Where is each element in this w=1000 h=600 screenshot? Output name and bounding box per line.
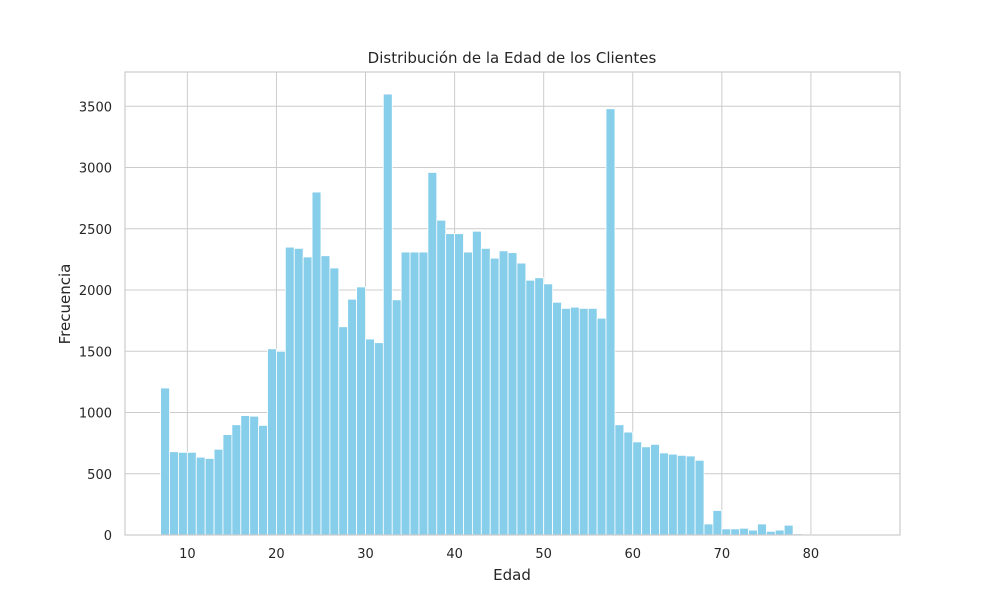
histogram-bar — [739, 527, 749, 536]
histogram-bar — [240, 415, 251, 536]
histogram-bar — [365, 338, 375, 536]
histogram-bar — [712, 510, 723, 536]
y-tick-label: 1000 — [79, 407, 112, 422]
histogram-bar — [774, 529, 785, 536]
histogram-bar — [311, 191, 322, 536]
histogram-bar — [578, 307, 589, 536]
histogram-bar — [721, 528, 732, 536]
histogram-bar — [445, 233, 455, 536]
histogram-bar — [561, 307, 571, 536]
histogram-bar — [516, 262, 527, 536]
histogram-bar — [374, 342, 384, 536]
histogram-bar — [213, 448, 224, 536]
histogram-bar — [454, 233, 464, 536]
x-tick-label: 40 — [446, 547, 463, 562]
histogram-bar — [463, 251, 473, 536]
histogram-bar — [685, 455, 696, 536]
y-tick-label: 3500 — [79, 100, 112, 115]
histogram-bar — [284, 246, 295, 536]
y-tick-label: 2000 — [79, 284, 112, 299]
x-tick-label: 20 — [268, 547, 285, 562]
histogram-bar — [587, 307, 598, 536]
chart-title: Distribución de la Edad de los Clientes — [368, 49, 657, 67]
ticks-layer: 10 20 30 40 50 60 70 80 0 500 1000 1500 2000 2500 3000… — [79, 100, 819, 562]
y-tick-label: 2500 — [79, 223, 112, 238]
histogram-bar — [436, 219, 447, 536]
histogram-bar — [480, 247, 491, 536]
histogram-bar — [267, 348, 277, 536]
histogram-bar — [676, 454, 687, 536]
histogram-bar — [667, 453, 678, 536]
histogram-bar — [507, 252, 518, 536]
histogram-bar — [382, 93, 393, 536]
y-tick-label: 500 — [87, 468, 112, 483]
x-tick-label: 70 — [714, 547, 731, 562]
histogram-bar — [605, 108, 616, 536]
histogram-bar — [543, 283, 553, 536]
histogram-bar — [632, 441, 643, 536]
histogram-bar — [489, 257, 500, 536]
histogram-bar — [186, 451, 197, 536]
histogram-bar — [391, 299, 402, 536]
histogram-bar — [409, 251, 420, 536]
y-tick-label: 0 — [104, 529, 112, 544]
y-axis-title: Frecuencia — [56, 264, 74, 345]
histogram-bar — [427, 172, 438, 536]
histogram-bar — [525, 279, 536, 536]
x-tick-label: 30 — [357, 547, 374, 562]
histogram-bar — [400, 251, 411, 536]
histogram-bar — [178, 451, 188, 536]
x-axis-title: Edad — [493, 566, 531, 584]
histogram-bar — [641, 446, 651, 536]
histogram-bar — [614, 424, 625, 536]
histogram-bar — [534, 277, 545, 536]
histogram-bar — [356, 286, 366, 536]
histogram-bar — [570, 306, 580, 536]
histogram-bar — [231, 424, 242, 536]
histogram-bar — [347, 298, 358, 536]
histogram-bar — [472, 230, 482, 536]
histogram-bar — [302, 256, 313, 536]
histogram-bar — [195, 456, 206, 536]
y-tick-label: 1500 — [79, 345, 112, 360]
histogram-bar — [276, 350, 286, 536]
histogram-bar — [623, 431, 634, 536]
histogram-bar — [498, 250, 509, 536]
x-tick-label: 50 — [535, 547, 552, 562]
histogram-bar — [329, 267, 340, 536]
histogram-bar — [258, 424, 268, 536]
histogram-bar — [748, 529, 758, 536]
histogram-bar — [659, 452, 669, 536]
x-tick-label: 80 — [803, 547, 820, 562]
x-tick-label: 10 — [179, 547, 196, 562]
histogram-bar — [418, 251, 429, 536]
histogram-bar — [338, 326, 349, 536]
histogram-bar — [783, 524, 794, 536]
y-tick-label: 3000 — [79, 162, 112, 177]
bars-layer — [160, 93, 865, 536]
histogram-bar — [320, 255, 331, 536]
x-tick-label: 60 — [624, 547, 641, 562]
histogram-bar — [650, 443, 660, 536]
histogram-bar — [757, 523, 767, 536]
plot-frame — [124, 71, 901, 536]
histogram-bar — [293, 247, 304, 536]
histogram-bar — [703, 523, 714, 536]
histogram-bar — [596, 317, 607, 536]
histogram-bar — [204, 458, 215, 536]
histogram-bar — [249, 415, 260, 536]
histogram-bar — [222, 434, 233, 536]
histogram-bar — [694, 459, 705, 536]
histogram-bar — [160, 387, 170, 536]
histogram-bar — [730, 528, 741, 536]
histogram-bar — [169, 451, 179, 536]
histogram-bar — [552, 301, 562, 536]
